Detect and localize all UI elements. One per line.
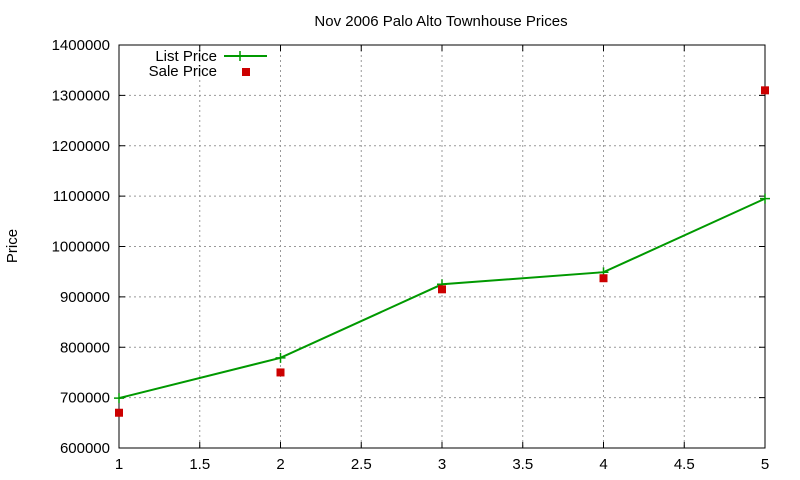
sale-price-point bbox=[276, 368, 285, 377]
axis-ticks bbox=[118, 44, 766, 449]
legend-marker-list-price bbox=[235, 51, 245, 61]
list-price-point bbox=[275, 352, 286, 363]
sale-price-point bbox=[599, 274, 608, 283]
y-tick-label: 1400000 bbox=[52, 37, 110, 54]
x-tick-label: 3.5 bbox=[512, 456, 533, 473]
legend-marker-sale-price bbox=[242, 68, 250, 76]
x-tick-label: 1 bbox=[115, 456, 123, 473]
grid bbox=[119, 45, 765, 448]
list-price-line bbox=[118, 197, 766, 400]
sale-price-point bbox=[761, 86, 769, 95]
y-tick-label: 600000 bbox=[60, 440, 110, 457]
series bbox=[114, 86, 770, 417]
list-price-point bbox=[114, 393, 124, 404]
y-tick-label: 1300000 bbox=[52, 87, 110, 104]
y-axis-title: Price bbox=[4, 229, 21, 263]
x-tick-label: 1.5 bbox=[189, 456, 210, 473]
y-tick-label: 700000 bbox=[60, 390, 110, 407]
x-tick-label: 4 bbox=[599, 456, 607, 473]
x-tick-label: 3 bbox=[438, 456, 446, 473]
y-tick-label: 900000 bbox=[60, 289, 110, 306]
y-tick-label: 1200000 bbox=[52, 138, 110, 155]
legend-label-sale-price: Sale Price bbox=[149, 63, 217, 80]
y-tick-label: 1100000 bbox=[53, 188, 110, 205]
legend: List Price Sale Price bbox=[149, 48, 267, 80]
x-tick-label: 2.5 bbox=[351, 456, 372, 473]
list-price-point bbox=[760, 193, 770, 204]
y-tick-label: 1000000 bbox=[52, 239, 110, 256]
y-tick-labels: 600000 700000 800000 900000 1000000 1100000 12… bbox=[52, 37, 110, 457]
chart-title: Nov 2006 Palo Alto Townhouse Prices bbox=[314, 13, 567, 30]
y-tick-label: 800000 bbox=[60, 339, 110, 356]
sale-price-point bbox=[438, 285, 446, 294]
sale-price-point bbox=[115, 408, 123, 417]
x-tick-label: 5 bbox=[761, 456, 769, 473]
x-tick-labels: 1 1.5 2 2.5 3 3.5 4 4.5 5 bbox=[115, 456, 769, 473]
legend-label-list-price: List Price bbox=[155, 48, 217, 65]
x-tick-label: 4.5 bbox=[674, 456, 695, 473]
x-tick-label: 2 bbox=[276, 456, 284, 473]
